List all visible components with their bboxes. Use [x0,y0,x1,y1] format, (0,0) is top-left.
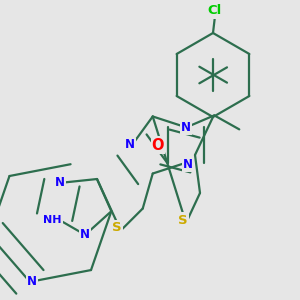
Text: N: N [80,228,90,241]
Text: NH: NH [43,215,62,225]
Text: Cl: Cl [208,4,222,17]
Text: N: N [125,139,135,152]
Text: N: N [181,121,191,134]
Text: N: N [27,275,37,288]
Text: O: O [152,137,164,152]
Text: S: S [178,214,188,226]
Text: S: S [112,221,122,234]
Text: N: N [55,176,65,189]
Text: N: N [183,158,193,171]
